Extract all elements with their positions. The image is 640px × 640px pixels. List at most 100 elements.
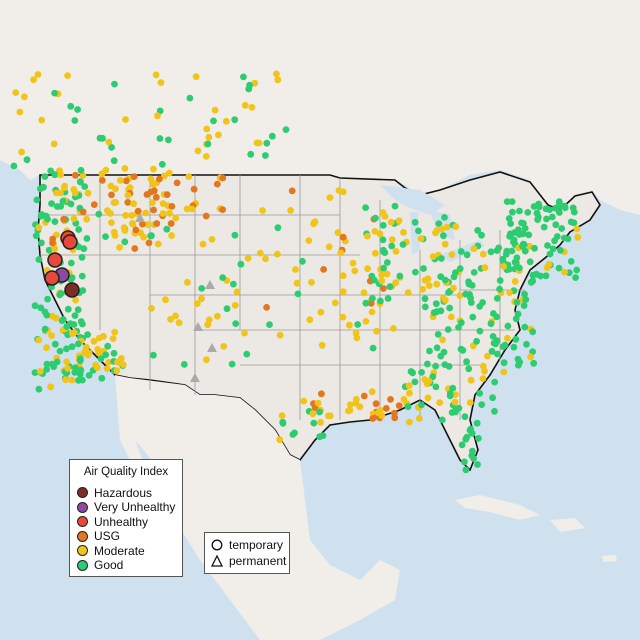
monitor-marker xyxy=(228,360,236,368)
monitor-marker xyxy=(231,231,239,239)
monitor-marker xyxy=(64,305,72,313)
monitor-marker xyxy=(369,295,376,302)
monitor-marker xyxy=(105,358,112,366)
monitor-marker xyxy=(148,305,155,312)
monitor-marker xyxy=(158,160,166,168)
monitor-marker xyxy=(41,173,49,181)
monitor-marker xyxy=(18,148,25,156)
monitor-marker xyxy=(456,292,464,299)
monitor-marker xyxy=(320,266,327,273)
monitor-marker xyxy=(500,263,508,270)
monitor-marker xyxy=(572,274,579,281)
monitor-marker xyxy=(447,313,455,321)
monitor-marker xyxy=(382,405,390,412)
monitor-marker xyxy=(376,230,384,238)
monitor-marker xyxy=(508,198,516,206)
monitor-marker xyxy=(62,376,70,384)
monitor-marker xyxy=(551,237,558,245)
aqi-legend-title: Air Quality Index xyxy=(83,466,169,478)
monitor-marker xyxy=(51,245,58,253)
monitor-marker xyxy=(415,227,422,235)
monitor-marker xyxy=(433,344,441,352)
monitor-marker xyxy=(326,194,334,202)
monitor-marker xyxy=(76,178,84,186)
monitor-marker xyxy=(463,251,471,259)
monitor-marker xyxy=(72,171,79,179)
monitor-marker xyxy=(309,410,317,418)
monitor-marker xyxy=(467,376,475,384)
monitor-marker xyxy=(203,125,211,133)
monitor-marker xyxy=(505,215,513,222)
monitor-marker xyxy=(346,321,353,329)
monitor-marker xyxy=(183,205,191,213)
monitor-marker xyxy=(67,200,75,208)
monitor-marker xyxy=(145,239,153,247)
monitor-marker xyxy=(331,299,339,307)
permanent-monitor-marker xyxy=(135,213,145,222)
monitor-marker xyxy=(549,245,557,253)
monitor-marker xyxy=(311,218,319,226)
monitor-marker xyxy=(369,415,377,422)
monitor-marker xyxy=(481,264,489,272)
monitor-marker xyxy=(124,199,132,206)
monitor-marker xyxy=(51,218,59,226)
monitor-marker xyxy=(190,185,198,193)
monitor-marker xyxy=(150,351,157,359)
monitor-marker xyxy=(172,214,180,222)
monitor-marker xyxy=(325,412,332,420)
monitor-marker xyxy=(78,272,86,280)
monitor-marker xyxy=(90,337,98,345)
monitor-marker xyxy=(446,390,454,397)
monitor-marker xyxy=(78,253,86,261)
monitor-marker xyxy=(555,198,563,206)
monitor-marker xyxy=(60,184,68,192)
monitor-marker xyxy=(388,236,396,244)
monitor-marker xyxy=(152,193,160,201)
monitor-marker xyxy=(52,314,60,322)
monitor-marker xyxy=(274,76,282,84)
monitor-marker xyxy=(120,224,128,232)
monitor-marker xyxy=(34,71,42,78)
monitor-marker xyxy=(148,232,155,240)
monitor-marker xyxy=(458,441,466,449)
monitor-marker xyxy=(469,447,476,455)
monitor-marker xyxy=(114,358,121,366)
legend-label: Very Unhealthy xyxy=(94,500,176,514)
monitor-marker xyxy=(317,418,324,426)
monitor-marker xyxy=(352,395,360,403)
monitor-marker xyxy=(300,397,308,405)
monitor-marker xyxy=(507,230,514,238)
legend-row-temporary: temporary xyxy=(205,537,289,553)
legend-label: permanent xyxy=(229,553,287,568)
monitor-marker xyxy=(51,171,59,179)
monitor-marker-large xyxy=(44,270,60,286)
monitor-marker xyxy=(71,368,79,376)
monitor-marker xyxy=(383,259,391,266)
monitor-marker xyxy=(81,183,89,191)
monitor-marker xyxy=(504,334,511,342)
monitor-marker xyxy=(518,219,525,227)
monitor-marker xyxy=(432,300,440,308)
monitor-marker xyxy=(364,265,371,273)
monitor-marker xyxy=(424,275,432,283)
monitor-marker xyxy=(159,210,167,217)
monitor-marker xyxy=(241,101,249,109)
monitor-marker xyxy=(168,203,176,210)
monitor-marker xyxy=(57,189,64,197)
monitor-marker xyxy=(488,347,496,355)
monitor-marker xyxy=(293,279,301,287)
monitor-marker xyxy=(374,409,382,417)
monitor-marker xyxy=(420,265,427,272)
monitor-marker xyxy=(262,255,269,263)
monitor-marker xyxy=(64,365,72,372)
monitor-marker xyxy=(474,227,482,234)
monitor-marker xyxy=(450,284,457,292)
monitor-marker xyxy=(346,401,354,409)
monitor-marker xyxy=(527,278,535,286)
monitor-marker xyxy=(199,240,207,248)
monitor-marker xyxy=(103,365,111,372)
monitor-marker xyxy=(370,276,378,284)
monitor-marker xyxy=(516,207,523,215)
monitor-marker xyxy=(203,356,210,364)
monitor-marker xyxy=(71,312,79,319)
